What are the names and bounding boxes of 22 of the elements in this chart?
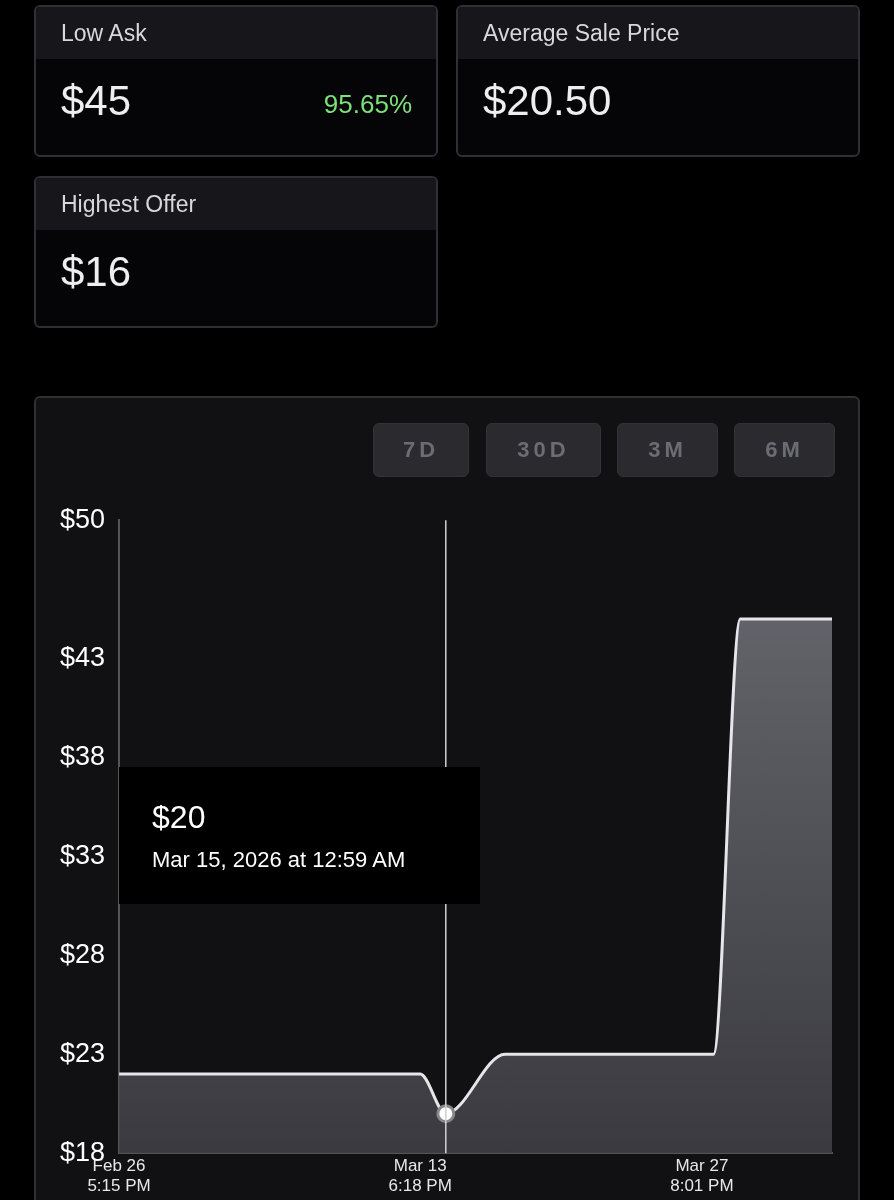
y-tick-label: $28 [59, 938, 106, 969]
text: 3M [617, 423, 718, 477]
text: 95.65% [323, 89, 412, 120]
annotation: $20 [152, 798, 207, 838]
y-tick-label: $23 [59, 1037, 106, 1068]
x-tick-label: Mar 13 6:18 PM [388, 1156, 452, 1196]
text: 6M [734, 423, 835, 477]
text: 7D [373, 423, 469, 477]
y-tick-label: $43 [59, 642, 106, 673]
text: Average Sale Price [458, 7, 858, 59]
text: $16 [61, 248, 132, 296]
annotation: Mar 15, 2026 at 12:59 AM [152, 846, 407, 875]
y-tick-label: $38 [59, 741, 106, 772]
text: Low Ask [36, 7, 436, 59]
text: $45 [61, 77, 132, 125]
text: 30D [486, 423, 601, 477]
text: $20.50 [483, 77, 612, 125]
text: Highest Offer [36, 178, 436, 230]
y-tick-label: $33 [59, 839, 106, 870]
x-tick-label: Mar 27 8:01 PM [670, 1156, 734, 1196]
tooltip-box: $20 Mar 15, 2026 at 12:59 AM [119, 767, 480, 905]
y-tick-label: $50 [59, 503, 106, 534]
